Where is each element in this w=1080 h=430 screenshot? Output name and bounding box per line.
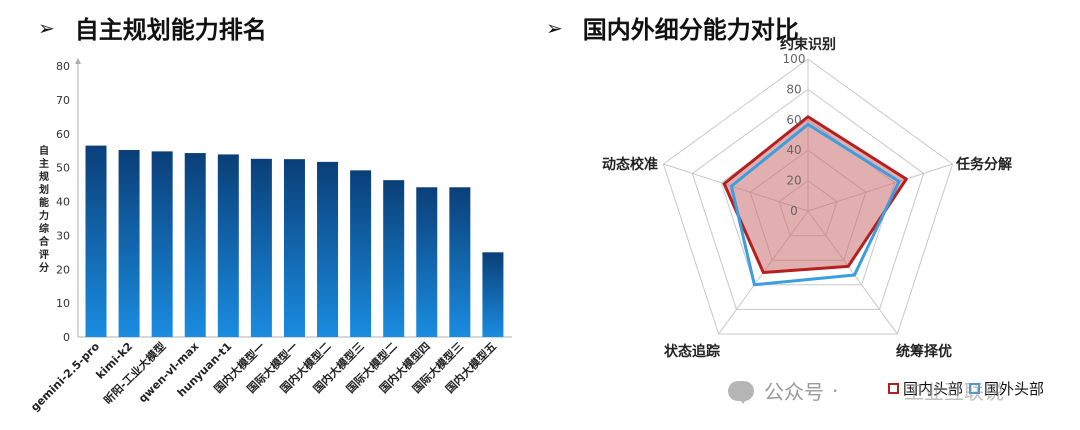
radar-tick-label: 100 — [783, 52, 806, 66]
radar-grid-ring — [662, 58, 954, 335]
y-tick-label: 20 — [56, 263, 70, 276]
radar-axis-label: 动态校准 — [602, 156, 658, 173]
y-axis-arrow-icon — [75, 58, 81, 64]
bar-chart: 0 10 20 30 40 50 60 70 80 自主规划能力综合评分 gemini-2.5-pr… — [28, 58, 512, 414]
watermark-org: 工业互联说 — [904, 380, 1004, 404]
radar-tick-label: 20 — [786, 174, 801, 188]
radar-axis-label: 约束识别 — [780, 36, 836, 53]
bar — [449, 187, 471, 337]
radar-grid-ring — [691, 88, 925, 310]
bar — [151, 151, 173, 337]
legend-item-foreign: 国外头部 — [969, 378, 1044, 399]
radar-tick-label: 80 — [786, 82, 801, 96]
bar — [217, 154, 239, 337]
y-tick-label: 70 — [56, 94, 70, 107]
left-heading: ➢ 自主规划能力排名 — [38, 10, 267, 45]
series-foreign-area — [729, 122, 901, 287]
bar — [118, 150, 140, 337]
right-heading-text: 国内外细分能力对比 — [582, 16, 799, 44]
watermark-dot: · — [832, 378, 839, 403]
bar — [184, 153, 206, 337]
left-heading-text: 自主规划能力排名 — [74, 16, 267, 44]
bar — [350, 170, 372, 337]
legend-swatch-domestic — [888, 383, 899, 394]
arrow-bullet-icon: ➢ — [546, 15, 563, 40]
bar — [482, 252, 504, 337]
radar-legend: 国内头部 国外头部 — [888, 378, 1050, 399]
y-tick-label: 30 — [56, 229, 70, 242]
arrow-bullet-icon: ➢ — [38, 15, 55, 40]
watermark-text: 公众号 — [764, 380, 824, 404]
y-tick-label: 80 — [56, 60, 70, 73]
y-tick-label: 0 — [63, 331, 70, 344]
right-heading: ➢ 国内外细分能力对比 — [546, 10, 799, 45]
bar — [416, 187, 438, 337]
bar — [383, 180, 405, 337]
radar-tick-label: 40 — [786, 143, 801, 157]
wechat-icon — [728, 380, 754, 404]
radar-axis-label: 状态追踪 — [664, 343, 720, 360]
legend-swatch-foreign — [969, 383, 981, 394]
bar — [85, 145, 107, 337]
legend-label-domestic: 国内头部 — [903, 380, 964, 398]
legend-label-foreign: 国外头部 — [984, 380, 1045, 398]
radar-axis-label: 任务分解 — [955, 156, 1012, 173]
legend-item-domestic: 国内头部 — [888, 378, 963, 399]
watermark: 公众号 · — [728, 376, 846, 405]
radar-axis-label: 统筹择优 — [896, 343, 952, 360]
radar-tick-label: 60 — [786, 113, 801, 127]
x-tick-label: gemini-2.5-pro — [28, 340, 102, 414]
radar-tick-label: 0 — [790, 204, 798, 218]
y-tick-label: 50 — [56, 162, 70, 175]
bar — [317, 161, 339, 337]
bar — [283, 159, 305, 337]
y-tick-label: 40 — [56, 196, 70, 209]
bar — [250, 158, 272, 337]
y-tick-label: 60 — [56, 128, 70, 141]
y-axis-label: 自主规划能力综合评分 — [38, 144, 50, 274]
y-tick-label: 10 — [56, 297, 70, 310]
